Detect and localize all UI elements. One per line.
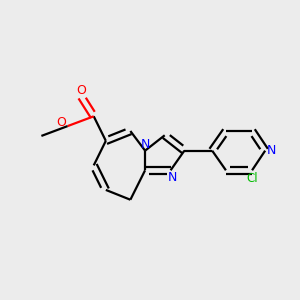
Text: O: O <box>56 116 66 129</box>
Text: N: N <box>140 138 150 151</box>
Text: N: N <box>168 171 177 184</box>
Text: N: N <box>267 144 276 157</box>
Text: O: O <box>76 84 86 97</box>
Text: Cl: Cl <box>246 172 258 185</box>
